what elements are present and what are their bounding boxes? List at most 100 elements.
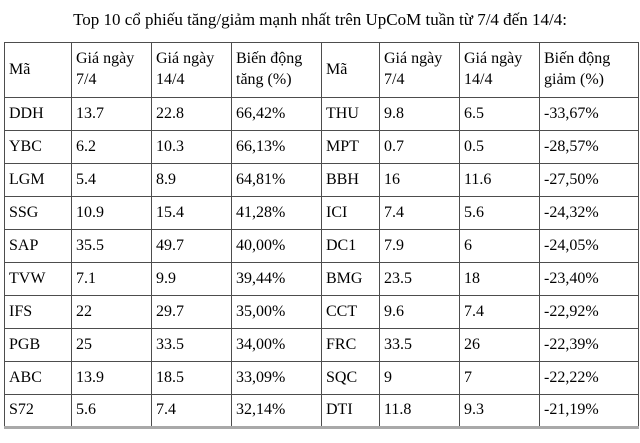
price-7-4-cell: 6.2: [71, 130, 152, 165]
price-14-4-cell: 8.9: [151, 163, 232, 198]
change-down-cell: -24,05%: [539, 229, 639, 264]
change-up-cell: 66,13%: [231, 130, 322, 165]
change-up-cell: 64,81%: [231, 163, 322, 198]
price-7-4-cell: 33.5: [379, 328, 460, 363]
table-row: DDH 13.7 22.8 66,42% THU 9.8 6.5 -33,67%: [4, 97, 639, 132]
change-down-cell: -21,19%: [539, 394, 639, 429]
table-row: LGM 5.4 8.9 64,81% BBH 16 11.6 -27,50%: [4, 163, 639, 198]
price-7-4-cell: 0.7: [379, 130, 460, 165]
price-14-4-cell: 26: [459, 328, 540, 363]
price-14-4-cell: 7: [459, 361, 540, 396]
col-header-price-7-4-gainers: Giá ngày 7/4: [71, 42, 152, 99]
change-up-cell: 39,44%: [231, 262, 322, 297]
ticker-cell: SAP: [4, 229, 72, 264]
price-7-4-cell: 23.5: [379, 262, 460, 297]
change-down-cell: -22,92%: [539, 295, 639, 330]
ticker-cell: YBC: [4, 130, 72, 165]
ticker-cell: LGM: [4, 163, 72, 198]
col-header-price-14-4-losers: Giá ngày 14/4: [459, 42, 540, 99]
table-row: PGB 25 33.5 34,00% FRC 33.5 26 -22,39%: [4, 328, 639, 363]
price-7-4-cell: 7.4: [379, 196, 460, 231]
price-7-4-cell: 13.7: [71, 97, 152, 132]
price-14-4-cell: 29.7: [151, 295, 232, 330]
price-14-4-cell: 9.3: [459, 394, 540, 429]
ticker-cell: PGB: [4, 328, 72, 363]
price-14-4-cell: 18: [459, 262, 540, 297]
table-title: Top 10 cổ phiếu tăng/giảm mạnh nhất trên…: [73, 10, 567, 29]
price-7-4-cell: 5.4: [71, 163, 152, 198]
change-down-cell: -22,39%: [539, 328, 639, 363]
change-up-cell: 34,00%: [231, 328, 322, 363]
price-14-4-cell: 15.4: [151, 196, 232, 231]
ticker-cell: DDH: [4, 97, 72, 132]
change-up-cell: 33,09%: [231, 361, 322, 396]
col-header-ticker-losers: Mã: [321, 42, 380, 99]
price-14-4-cell: 6: [459, 229, 540, 264]
price-14-4-cell: 7.4: [459, 295, 540, 330]
price-14-4-cell: 18.5: [151, 361, 232, 396]
ticker-cell: BBH: [321, 163, 380, 198]
ticker-cell: CCT: [321, 295, 380, 330]
change-down-cell: -33,67%: [539, 97, 639, 132]
price-14-4-cell: 0.5: [459, 130, 540, 165]
ticker-cell: THU: [321, 97, 380, 132]
price-14-4-cell: 7.4: [151, 394, 232, 429]
table-row: SSG 10.9 15.4 41,28% ICI 7.4 5.6 -24,32%: [4, 196, 639, 231]
header-row: Mã Giá ngày 7/4 Giá ngày 14/4 Biến động …: [4, 42, 639, 99]
table-row: IFS 22 29.7 35,00% CCT 9.6 7.4 -22,92%: [4, 295, 639, 330]
price-7-4-cell: 13.9: [71, 361, 152, 396]
price-14-4-cell: 9.9: [151, 262, 232, 297]
table-row: YBC 6.2 10.3 66,13% MPT 0.7 0.5 -28,57%: [4, 130, 639, 165]
price-7-4-cell: 16: [379, 163, 460, 198]
change-up-cell: 66,42%: [231, 97, 322, 132]
ticker-cell: BMG: [321, 262, 380, 297]
col-header-change-up-percent: Biến động tăng (%): [231, 42, 322, 99]
price-14-4-cell: 33.5: [151, 328, 232, 363]
ticker-cell: S72: [4, 394, 72, 429]
ticker-cell: ABC: [4, 361, 72, 396]
change-down-cell: -28,57%: [539, 130, 639, 165]
table-row: SAP 35.5 49.7 40,00% DC1 7.9 6 -24,05%: [4, 229, 639, 264]
col-header-price-7-4-losers: Giá ngày 7/4: [379, 42, 460, 99]
price-14-4-cell: 5.6: [459, 196, 540, 231]
change-up-cell: 41,28%: [231, 196, 322, 231]
change-up-cell: 40,00%: [231, 229, 322, 264]
col-header-change-down-percent: Biến động giảm (%): [539, 42, 639, 99]
ticker-cell: SSG: [4, 196, 72, 231]
change-down-cell: -24,32%: [539, 196, 639, 231]
price-7-4-cell: 25: [71, 328, 152, 363]
price-14-4-cell: 11.6: [459, 163, 540, 198]
price-14-4-cell: 6.5: [459, 97, 540, 132]
price-7-4-cell: 11.8: [379, 394, 460, 429]
ticker-cell: DTI: [321, 394, 380, 429]
change-down-cell: -27,50%: [539, 163, 639, 198]
change-up-cell: 35,00%: [231, 295, 322, 330]
price-14-4-cell: 22.8: [151, 97, 232, 132]
change-down-cell: -22,22%: [539, 361, 639, 396]
price-7-4-cell: 9.8: [379, 97, 460, 132]
price-7-4-cell: 9: [379, 361, 460, 396]
price-14-4-cell: 49.7: [151, 229, 232, 264]
price-7-4-cell: 7.1: [71, 262, 152, 297]
ticker-cell: SQC: [321, 361, 380, 396]
price-7-4-cell: 5.6: [71, 394, 152, 429]
ticker-cell: MPT: [321, 130, 380, 165]
ticker-cell: ICI: [321, 196, 380, 231]
table-row: S72 5.6 7.4 32,14% DTI 11.8 9.3 -21,19%: [4, 394, 639, 429]
ticker-cell: FRC: [321, 328, 380, 363]
price-7-4-cell: 9.6: [379, 295, 460, 330]
ticker-cell: IFS: [4, 295, 72, 330]
stock-table: Mã Giá ngày 7/4 Giá ngày 14/4 Biến động …: [4, 42, 639, 430]
price-7-4-cell: 35.5: [71, 229, 152, 264]
ticker-cell: DC1: [321, 229, 380, 264]
change-up-cell: 32,14%: [231, 394, 322, 429]
price-7-4-cell: 10.9: [71, 196, 152, 231]
price-7-4-cell: 22: [71, 295, 152, 330]
col-header-price-14-4-gainers: Giá ngày 14/4: [151, 42, 232, 99]
table-row: ABC 13.9 18.5 33,09% SQC 9 7 -22,22%: [4, 361, 639, 396]
price-14-4-cell: 10.3: [151, 130, 232, 165]
change-down-cell: -23,40%: [539, 262, 639, 297]
table-row: TVW 7.1 9.9 39,44% BMG 23.5 18 -23,40%: [4, 262, 639, 297]
price-7-4-cell: 7.9: [379, 229, 460, 264]
